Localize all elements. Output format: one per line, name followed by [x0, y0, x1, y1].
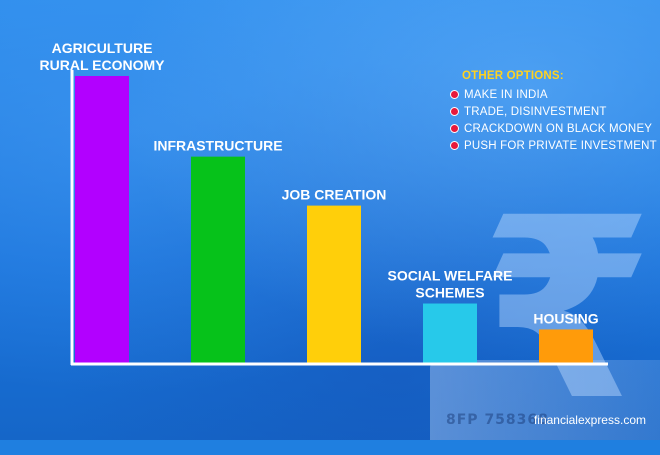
legend-item-label: PUSH FOR PRIVATE INVESTMENT — [464, 139, 657, 152]
source-credit: financialexpress.com — [533, 413, 646, 427]
legend-list: MAKE IN INDIA TRADE, DISINVESTMENT CRACKDO… — [450, 86, 657, 154]
bar-label: INFRASTRUCTURE — [153, 138, 282, 154]
bar-label: SOCIAL WELFARE — [388, 268, 513, 284]
banknote-serial: 8FP 758368 — [446, 412, 549, 428]
bar-label: RURAL ECONOMY — [40, 57, 166, 73]
bar-label: SCHEMES — [415, 285, 484, 301]
legend-item-label: MAKE IN INDIA — [464, 88, 548, 101]
other-options-legend: OTHER OPTIONS: MAKE IN INDIA TRADE, DISIN… — [450, 70, 657, 154]
bullet-icon — [450, 107, 459, 116]
legend-title: OTHER OPTIONS: — [462, 70, 564, 82]
bar — [191, 156, 245, 363]
bar — [423, 303, 477, 363]
legend-item: CRACKDOWN ON BLACK MONEY — [450, 120, 657, 137]
legend-item-label: TRADE, DISINVESTMENT — [464, 105, 607, 118]
bar — [307, 205, 361, 363]
bar-label: JOB CREATION — [282, 187, 387, 203]
bar-label: HOUSING — [533, 310, 598, 326]
bar-label: AGRICULTURE — [52, 40, 153, 56]
legend-item: PUSH FOR PRIVATE INVESTMENT — [450, 137, 657, 154]
bullet-icon — [450, 90, 459, 99]
legend-item-label: CRACKDOWN ON BLACK MONEY — [464, 122, 653, 135]
bullet-icon — [450, 141, 459, 150]
rupee-icon: ₹ — [480, 164, 654, 455]
legend-item: TRADE, DISINVESTMENT — [450, 103, 657, 120]
bullet-icon — [450, 124, 459, 133]
bar — [539, 329, 593, 363]
bar — [75, 76, 129, 363]
legend-item: MAKE IN INDIA — [450, 86, 657, 103]
banknote-graphic — [430, 360, 660, 440]
